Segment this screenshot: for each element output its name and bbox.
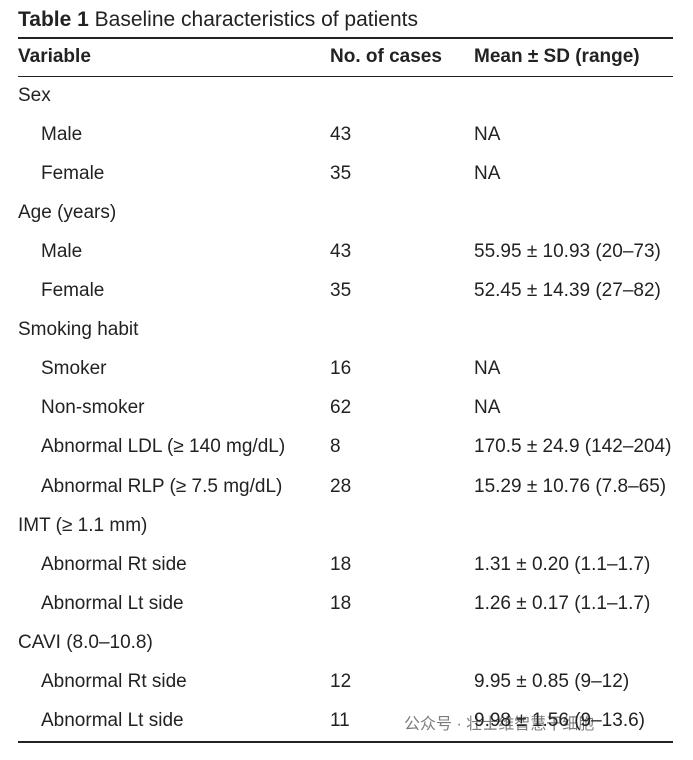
group-label: Age (years) [18,202,117,224]
cases-cell: 62 [330,397,352,419]
row-label: Abnormal Lt side [41,709,184,731]
row-label: Non-smoker [41,397,145,419]
mean-cell: 1.26 ± 0.17 (1.1–1.7) [474,592,651,614]
mean-cell: NA [474,358,501,380]
bottom-rule [18,741,673,743]
mean-cell: 9.95 ± 0.85 (9–12) [474,670,630,692]
header-cell: No. of cases [330,46,442,67]
cases-cell: 28 [330,475,352,497]
mean-cell: NA [474,397,501,419]
cases-cell: 43 [330,241,352,263]
header-cell: Mean ± SD (range) [474,46,640,67]
row-label: Smoker [41,358,107,380]
group-label: Smoking habit [18,319,139,341]
mean-cell: NA [474,163,501,185]
mean-cell: 9.98 ± 1.56 (9–13.6) [474,709,645,731]
row-label: Female [41,280,105,302]
cases-cell: 12 [330,670,352,692]
group-label: Sex [18,85,51,106]
cases-cell: 35 [330,280,352,302]
cases-cell: 8 [330,436,341,458]
table-caption: Baseline characteristics of patients [94,8,418,31]
mean-cell: NA [474,124,501,146]
header-cell: Variable [18,46,91,67]
cases-cell: 18 [330,553,352,575]
mean-cell: 15.29 ± 10.76 (7.8–65) [474,475,667,497]
mean-cell: 1.31 ± 0.20 (1.1–1.7) [474,553,651,575]
mean-cell: 52.45 ± 14.39 (27–82) [474,280,661,302]
row-label: Male [41,124,83,146]
row-label: Abnormal Lt side [41,592,184,614]
row-label: Abnormal Rt side [41,670,187,692]
row-label: Abnormal RLP (≥ 7.5 mg/dL) [41,475,283,497]
mean-cell: 170.5 ± 24.9 (142–204) [474,436,672,458]
row-label: Male [41,241,83,263]
cases-cell: 11 [330,709,350,731]
header-rule [18,76,673,77]
cases-cell: 35 [330,163,352,185]
table-title: Table 1 Baseline characteristics of pati… [18,8,418,32]
group-label: CAVI (8.0–10.8) [18,631,153,653]
group-label: IMT (≥ 1.1 mm) [18,514,148,536]
cases-cell: 18 [330,592,352,614]
row-label: Abnormal Rt side [41,553,187,575]
row-label: Abnormal LDL (≥ 140 mg/dL) [41,436,286,458]
row-label: Female [41,163,105,185]
mean-cell: 55.95 ± 10.93 (20–73) [474,241,661,263]
cases-cell: 16 [330,358,352,380]
table-label: Table 1 [18,8,89,31]
watermark: 公众号 · 壮士维智慧干细胞 [404,716,595,733]
top-rule [18,37,673,39]
cases-cell: 43 [330,124,352,146]
